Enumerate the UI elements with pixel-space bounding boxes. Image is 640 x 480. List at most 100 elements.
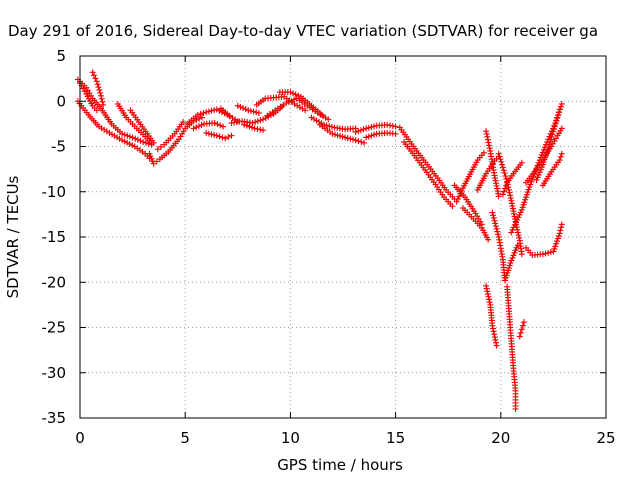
data-point [203,109,210,116]
data-point [365,133,372,140]
data-point [220,123,227,130]
data-point [489,322,496,329]
data-point [357,127,364,134]
data-point [490,214,497,221]
data-point [496,153,503,160]
y-axis-label: SDTVAR / TECUs [4,175,22,298]
data-point [154,146,161,153]
data-point [510,252,517,259]
data-point [89,69,96,76]
data-point [247,107,254,114]
data-point [318,111,325,118]
x-tick-label: 5 [180,429,190,447]
data-point [250,108,257,115]
data-point [498,158,505,165]
data-point [500,188,507,195]
data-point [499,191,506,198]
data-point [97,89,104,96]
data-point [93,107,100,114]
data-point [494,228,501,235]
data-point [368,124,375,131]
data-point [251,125,258,132]
data-point [551,245,558,252]
data-point [516,333,523,340]
data-point [355,128,362,135]
data-point [491,331,498,338]
data-point [557,103,564,110]
data-point [491,217,498,224]
data-point [226,112,233,119]
data-point [532,167,539,174]
data-point [486,142,493,149]
data-point [222,135,229,142]
data-point [363,125,370,132]
data-point [520,319,527,326]
data-point [486,299,493,306]
data-point [198,122,205,129]
data-point [513,244,520,251]
y-tick-label: -15 [42,228,67,246]
data-point [325,116,332,123]
x-tick-label: 25 [596,429,615,447]
data-point [518,159,525,166]
data-point [501,170,508,177]
axis-ticks: 0 5 10 15 20 25 5 0 -5 -10 -15 -20 -25 -30 -35 [42,47,616,447]
data-point [492,223,499,230]
data-point [326,123,333,130]
data-point [195,123,202,130]
data-point [200,110,207,117]
data-point [208,107,215,114]
data-point [214,121,221,128]
data-point [553,240,560,247]
data-point [205,108,212,115]
data-point [225,133,232,140]
data-point [484,288,491,295]
data-point [257,117,264,124]
data-point [257,126,264,133]
data-point [228,132,235,139]
data-point [203,129,210,136]
data-point [389,122,396,129]
data-point [150,160,157,167]
data-point [211,107,218,114]
chart-title: Day 291 of 2016, Sidereal Day-to-day VTE… [8,22,598,40]
data-point [558,150,565,157]
data-point [512,247,519,254]
data-point [197,110,204,117]
data-point [548,133,555,140]
data-point [193,124,200,131]
data-point [547,136,554,143]
data-point [100,101,107,108]
data-point [145,140,152,147]
data-point [252,119,259,126]
data-point [486,296,493,303]
data-point [545,249,552,256]
data-point [517,329,524,336]
data-point [484,136,491,143]
data-point [153,158,160,165]
data-point [243,122,250,129]
data-point [292,91,299,98]
data-point [392,130,399,137]
data-point [485,236,492,243]
data-point [213,132,220,139]
data-point [489,325,496,332]
data-point [492,336,499,343]
data-point [347,135,354,142]
data-point [555,112,562,119]
data-point [99,98,106,105]
data-point [98,95,105,102]
data-point [527,181,534,188]
data-point [205,130,212,137]
data-point [558,100,565,107]
data-point [132,135,139,142]
data-point [240,105,247,112]
data-point [489,209,496,216]
data-point [358,138,365,145]
data-point [484,133,491,140]
y-tick-label: -30 [42,364,67,382]
y-tick-label: -5 [51,138,66,156]
data-point [492,339,499,346]
data-point [260,127,267,134]
data-point [546,139,553,146]
